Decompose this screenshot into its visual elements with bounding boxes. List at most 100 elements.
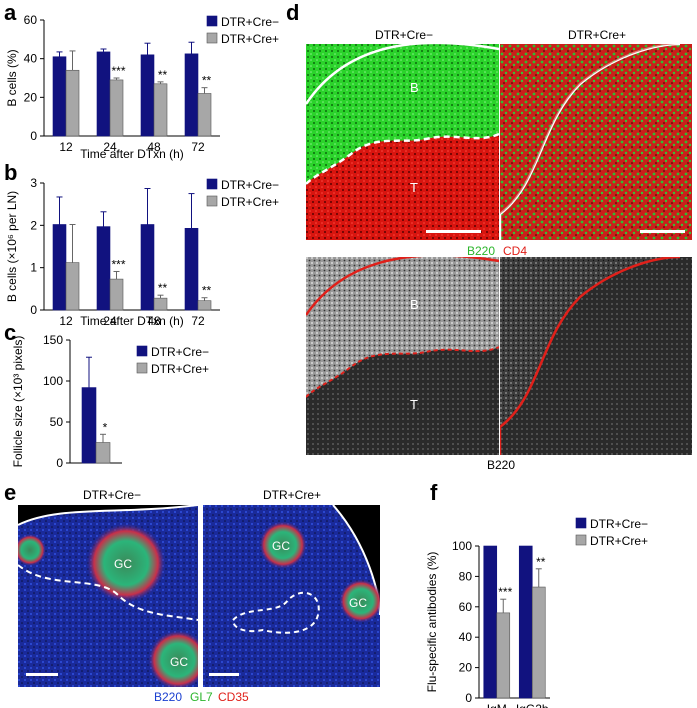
bar-b-0-0 bbox=[52, 224, 67, 311]
legend-swatch-f-1 bbox=[575, 534, 587, 546]
y-tick-label-a-0: 0 bbox=[30, 129, 37, 143]
legend-label-c-0: DTR+Cre− bbox=[151, 345, 209, 359]
x-tick-label-b-0: 12 bbox=[59, 314, 73, 328]
legend-swatch-f-0 bbox=[575, 517, 587, 529]
bar-chart-f: 0 20 40 60 80 100 Flu-specific antibodies (%) *… bbox=[425, 517, 648, 708]
stain-gl7-label-e: GL7 bbox=[190, 690, 213, 704]
legend-label-b-0: DTR+Cre− bbox=[221, 178, 279, 192]
micrograph-e-minus: GC GC bbox=[18, 505, 198, 687]
bar-c-0-0 bbox=[81, 387, 97, 464]
x-axis-label-a: Time after DTxn (h) bbox=[80, 147, 184, 161]
legend-swatch-a-1 bbox=[206, 32, 218, 44]
bar-a-1-1 bbox=[109, 79, 124, 137]
bar-a-0-0 bbox=[52, 56, 67, 137]
bar-chart-a: 0 20 40 60 B cells (%) 12 *** 24 ** 48 ** 72 Time af… bbox=[5, 13, 279, 161]
micrograph-d-merge-minus: B T bbox=[306, 44, 499, 240]
bar-a-0-1 bbox=[96, 51, 111, 137]
legend-label-f-0: DTR+Cre− bbox=[590, 517, 648, 531]
y-tick-label-c-1: 50 bbox=[50, 415, 64, 429]
panel-label-e: e bbox=[4, 480, 17, 505]
y-tick-label-b-0: 0 bbox=[30, 303, 37, 317]
y-axis-label-a: B cells (%) bbox=[5, 49, 19, 106]
y-tick-label-b-1: 1 bbox=[30, 261, 37, 275]
significance-b-1: *** bbox=[111, 257, 125, 271]
significance-a-1: *** bbox=[111, 64, 125, 78]
bar-chart-c: 0 50 100 150 Follicle size (×10³ pixels) * DTR… bbox=[11, 333, 209, 470]
y-tick-label-c-3: 150 bbox=[43, 333, 63, 347]
bar-a-1-2 bbox=[153, 83, 168, 137]
panel-e-col-plus-label: DTR+Cre+ bbox=[263, 488, 322, 502]
x-tick-label-b-2: 48 bbox=[147, 314, 161, 328]
x-tick-label-a-3: 72 bbox=[191, 140, 205, 154]
significance-f-0: *** bbox=[498, 585, 512, 599]
significance-f-1: ** bbox=[536, 555, 546, 569]
panel-label-c: c bbox=[4, 320, 17, 345]
gc-label-e4: GC bbox=[349, 596, 367, 610]
bar-b-1-2 bbox=[153, 297, 168, 311]
x-tick-label-a-1: 24 bbox=[103, 140, 117, 154]
bar-a-0-3 bbox=[184, 53, 199, 137]
stain-b220-label-e: B220 bbox=[154, 690, 183, 704]
legend-swatch-a-0 bbox=[206, 15, 218, 27]
bar-b-0-2 bbox=[140, 224, 155, 311]
micrograph-d-merge-plus bbox=[500, 44, 692, 240]
panel-label-b: b bbox=[4, 160, 18, 185]
y-tick-label-b-2: 2 bbox=[30, 218, 37, 232]
bar-b-1-0 bbox=[65, 262, 80, 311]
y-tick-label-f-2: 40 bbox=[459, 630, 473, 644]
bar-a-1-0 bbox=[65, 69, 80, 137]
y-tick-label-f-5: 100 bbox=[452, 539, 472, 553]
micrograph-d-b220-minus: B T bbox=[306, 257, 499, 455]
bar-b-0-1 bbox=[96, 226, 111, 311]
gc-label-e1: GC bbox=[114, 557, 132, 571]
panel-label-f: f bbox=[430, 480, 438, 505]
bar-a-0-2 bbox=[140, 54, 155, 137]
zone-t-label-gray: T bbox=[410, 397, 418, 412]
stain-cd4-label-d: CD4 bbox=[503, 244, 528, 258]
significance-a-2: ** bbox=[158, 68, 168, 82]
bar-b-1-1 bbox=[109, 278, 124, 311]
bar-c-1-0 bbox=[95, 442, 111, 464]
y-axis-label-f: Flu-specific antibodies (%) bbox=[425, 552, 439, 693]
y-tick-label-b-3: 3 bbox=[30, 176, 37, 190]
x-tick-label-f-1: IgG2b bbox=[516, 702, 549, 708]
legend-label-b-1: DTR+Cre+ bbox=[221, 195, 279, 209]
y-tick-label-f-0: 0 bbox=[465, 691, 472, 705]
panel-e-col-minus-label: DTR+Cre− bbox=[83, 488, 142, 502]
x-tick-label-f-0: IgM bbox=[487, 702, 507, 708]
micrograph-d-b220-plus bbox=[500, 257, 692, 455]
y-tick-label-f-3: 60 bbox=[459, 600, 473, 614]
bar-f-0-1 bbox=[518, 545, 533, 699]
x-axis-label-b: Time after DTxn (h) bbox=[80, 314, 184, 328]
x-tick-label-b-1: 24 bbox=[103, 314, 117, 328]
y-tick-label-c-0: 0 bbox=[56, 456, 63, 470]
y-axis-label-b: B cells (×10⁶ per LN) bbox=[5, 191, 19, 302]
zone-b-label: B bbox=[410, 80, 419, 95]
x-tick-label-b-3: 72 bbox=[191, 314, 205, 328]
panel-label-d: d bbox=[286, 0, 300, 25]
significance-b-2: ** bbox=[158, 281, 168, 295]
bar-b-0-3 bbox=[184, 227, 199, 311]
legend-swatch-c-0 bbox=[136, 345, 148, 357]
stain-cd35-label-e: CD35 bbox=[218, 690, 249, 704]
significance-b-3: ** bbox=[202, 284, 212, 298]
bar-a-1-3 bbox=[197, 93, 212, 137]
significance-a-3: ** bbox=[202, 74, 212, 88]
panel-label-a: a bbox=[4, 0, 17, 25]
legend-label-a-1: DTR+Cre+ bbox=[221, 32, 279, 46]
legend-label-f-1: DTR+Cre+ bbox=[590, 534, 648, 548]
y-tick-label-a-1: 20 bbox=[24, 90, 38, 104]
y-tick-label-f-4: 80 bbox=[459, 569, 473, 583]
legend-swatch-b-0 bbox=[206, 178, 218, 190]
gc-label-e2: GC bbox=[170, 655, 188, 669]
y-axis-label-c: Follicle size (×10³ pixels) bbox=[11, 336, 25, 468]
gc-label-e3: GC bbox=[272, 539, 290, 553]
zone-t-label: T bbox=[410, 180, 418, 195]
stain-b220-caption-d: B220 bbox=[487, 458, 516, 472]
panel-d-col-minus-label: DTR+Cre− bbox=[375, 28, 434, 42]
zone-b-label-gray: B bbox=[410, 297, 419, 312]
y-tick-label-c-2: 100 bbox=[43, 374, 63, 388]
micrograph-e-plus: GC GC bbox=[203, 505, 380, 687]
significance-c-0: * bbox=[103, 420, 108, 434]
